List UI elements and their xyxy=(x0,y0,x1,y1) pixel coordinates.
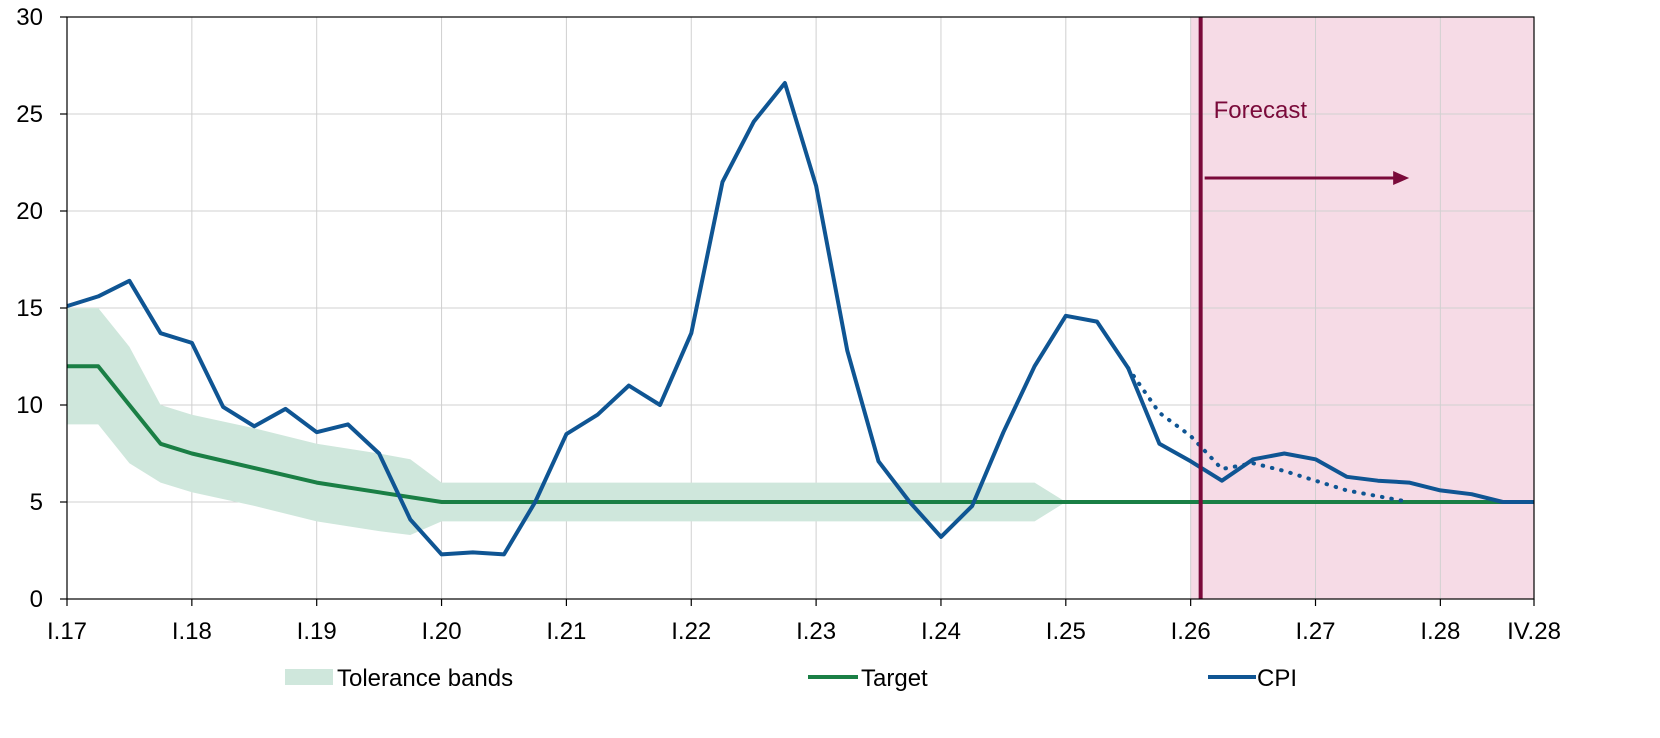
x-tick-label: I.26 xyxy=(1171,618,1211,645)
forecast-arrow-head xyxy=(1393,171,1410,186)
legend-label-target: Target xyxy=(861,665,928,692)
x-tick-label: I.25 xyxy=(1046,618,1086,645)
x-tick-label: I.28 xyxy=(1420,618,1460,645)
x-tick-label: I.23 xyxy=(796,618,836,645)
x-tick-label: I.17 xyxy=(47,618,87,645)
x-tick-label: I.24 xyxy=(921,618,961,645)
y-tick-label: 30 xyxy=(16,4,43,31)
x-tick-label: I.20 xyxy=(422,618,462,645)
tolerance-band xyxy=(67,308,1066,535)
forecast-label: Forecast xyxy=(1214,97,1308,124)
x-tick-label: I.27 xyxy=(1295,618,1335,645)
legend-swatch-tolerance-bands xyxy=(285,669,333,685)
series-line-target xyxy=(67,364,1534,504)
y-tick-label: 15 xyxy=(16,295,43,322)
legend-label-cpi: CPI xyxy=(1257,665,1297,692)
x-tick-label: I.22 xyxy=(671,618,711,645)
x-tick-label: IV.28 xyxy=(1507,618,1561,645)
x-tick-label: I.19 xyxy=(297,618,337,645)
x-tick-label: I.21 xyxy=(546,618,586,645)
tolerance-band-area xyxy=(67,308,1066,535)
x-tick-labels: I.17 I.18 I.19 I.20 I.21 I.22 I.23 I.24 I.25 I.26… xyxy=(47,618,1561,645)
series-line-cpi xyxy=(66,81,1534,557)
y-tick-label: 10 xyxy=(16,392,43,419)
series-lines xyxy=(66,81,1534,557)
legend-label-tolerance-bands: Tolerance bands xyxy=(337,665,513,692)
y-tick-label: 25 xyxy=(16,101,43,128)
y-tick-label: 5 xyxy=(30,489,43,516)
series-line-cpi-dotted xyxy=(1126,366,1412,504)
forecast-annotation: Forecast xyxy=(1198,17,1410,599)
x-tick-label: I.18 xyxy=(172,618,212,645)
y-tick-labels: 0 5 10 15 20 25 30 xyxy=(16,4,43,613)
y-tick-label: 0 xyxy=(30,586,43,613)
axes xyxy=(60,16,1535,606)
legend: Tolerance bands Target CPI xyxy=(285,665,1297,692)
y-tick-label: 20 xyxy=(16,198,43,225)
